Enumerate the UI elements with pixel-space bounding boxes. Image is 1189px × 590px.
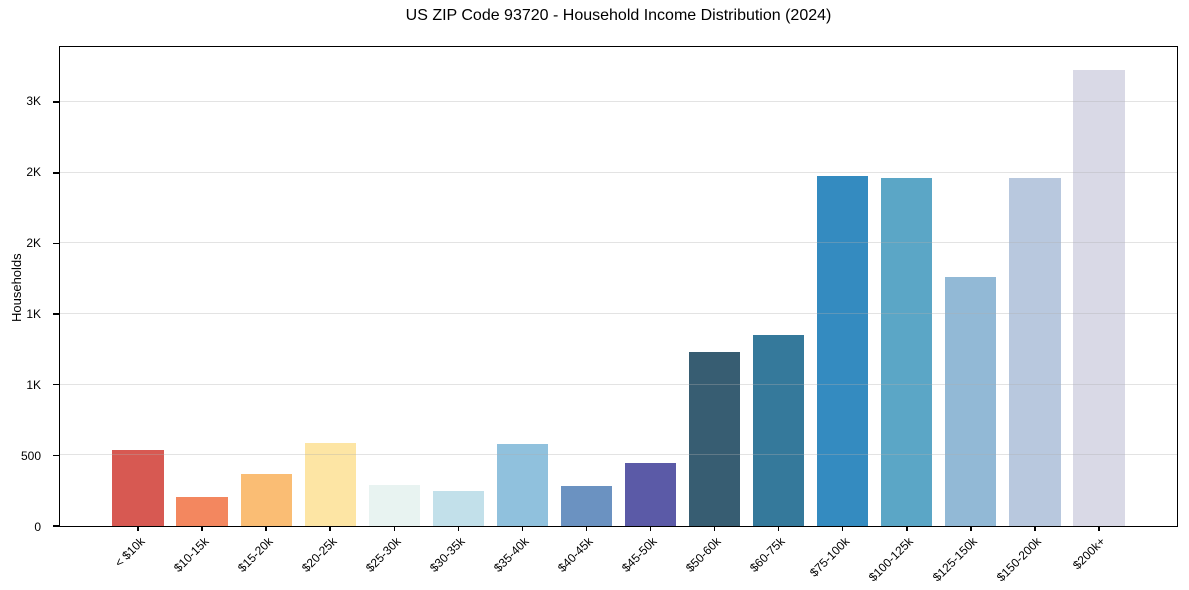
bar-slot: $75-100k bbox=[807, 47, 875, 580]
bar bbox=[945, 277, 997, 526]
bar bbox=[753, 334, 805, 526]
x-tick-label: $10-15k bbox=[170, 534, 212, 575]
x-tick-mark bbox=[137, 526, 139, 531]
bar-slot: $200k+ bbox=[1067, 47, 1131, 572]
x-tick-label: $25-30k bbox=[362, 534, 404, 575]
x-tick-mark bbox=[1034, 526, 1036, 531]
bar-slot: $100-125k bbox=[866, 47, 939, 584]
bar bbox=[240, 473, 292, 526]
x-tick-label: $50-60k bbox=[683, 534, 724, 575]
bar-slot: $25-30k bbox=[362, 47, 426, 575]
bar-slot: $50-60k bbox=[683, 47, 747, 575]
x-tick-label: $30-35k bbox=[426, 534, 468, 575]
bar-slot: $40-45k bbox=[554, 47, 618, 575]
bar bbox=[688, 352, 741, 526]
bar bbox=[496, 444, 549, 526]
y-tick-mark bbox=[52, 313, 59, 315]
x-tick-mark bbox=[457, 526, 460, 531]
bar-slot: $35-40k bbox=[490, 47, 554, 575]
bar-slot: $45-50k bbox=[619, 47, 683, 575]
y-tick-mark bbox=[52, 383, 59, 386]
bar-slot: $20-25k bbox=[298, 47, 362, 575]
x-tick-mark bbox=[521, 526, 524, 531]
x-tick-label: $35-40k bbox=[491, 534, 532, 575]
x-tick-mark bbox=[329, 526, 331, 531]
bar-slot: $10-15k bbox=[170, 47, 234, 575]
x-tick-mark bbox=[585, 526, 588, 531]
bar bbox=[304, 442, 356, 526]
y-tick-mark bbox=[52, 172, 59, 174]
bar-slot: $30-35k bbox=[426, 47, 490, 575]
bar bbox=[1073, 69, 1125, 526]
x-tick-label: $75-100k bbox=[806, 534, 852, 580]
y-tick-label: 2K bbox=[26, 165, 41, 180]
y-tick-mark bbox=[52, 454, 59, 457]
bar-slot: $150-200k bbox=[994, 47, 1067, 584]
x-tick-label: $100-125k bbox=[865, 534, 916, 585]
x-tick-label: $150-200k bbox=[994, 534, 1045, 585]
x-tick-label: $40-45k bbox=[555, 534, 596, 575]
x-tick-mark bbox=[393, 526, 396, 531]
bar-slot: < $10k bbox=[106, 47, 170, 570]
x-tick-label: $200k+ bbox=[1070, 534, 1109, 573]
x-tick-mark bbox=[841, 526, 844, 531]
plot-area: < $10k $10-15k $15-20k $20-25k $25-30k $30-35… bbox=[52, 46, 1178, 584]
x-tick-mark bbox=[649, 526, 652, 531]
x-tick-mark bbox=[906, 526, 908, 531]
bar bbox=[817, 175, 869, 526]
y-tick-label: 1K bbox=[26, 378, 41, 393]
bar bbox=[368, 485, 420, 526]
bar-slot: $15-20k bbox=[234, 47, 298, 575]
y-tick-mark bbox=[52, 242, 59, 245]
bar-slot: $60-75k bbox=[747, 47, 811, 575]
x-tick-label: $15-20k bbox=[234, 534, 276, 575]
bar-slot: $125-150k bbox=[930, 47, 1003, 584]
x-tick-mark bbox=[265, 526, 267, 531]
y-tick-mark bbox=[52, 101, 59, 103]
x-tick-label: $60-75k bbox=[747, 534, 788, 575]
y-tick-label: 1K bbox=[26, 307, 41, 322]
y-tick-mark bbox=[52, 525, 59, 527]
y-axis: 0 500 1K 1K 2K 2K 3K bbox=[0, 46, 50, 533]
x-tick-mark bbox=[1098, 526, 1100, 531]
bar bbox=[624, 463, 677, 526]
y-tick-label: 3K bbox=[26, 94, 41, 109]
x-tick-label: $45-50k bbox=[619, 534, 660, 575]
x-tick-mark bbox=[970, 526, 972, 531]
y-tick-label: 2K bbox=[26, 236, 41, 251]
bar bbox=[112, 450, 164, 526]
bar bbox=[432, 490, 484, 526]
bar bbox=[560, 486, 613, 526]
x-tick-label: $20-25k bbox=[298, 534, 340, 575]
bar bbox=[176, 497, 228, 526]
y-tick-label: 500 bbox=[20, 449, 41, 464]
bars-container: < $10k $10-15k $15-20k $20-25k $25-30k $30-35… bbox=[106, 47, 1131, 584]
chart-title: US ZIP Code 93720 - Household Income Dis… bbox=[405, 7, 832, 24]
x-tick-mark bbox=[777, 526, 780, 531]
x-tick-mark bbox=[201, 526, 203, 531]
bar bbox=[881, 177, 933, 526]
x-tick-label: < $10k bbox=[111, 534, 148, 570]
x-tick-label: $125-150k bbox=[930, 534, 981, 585]
y-tick-label: 0 bbox=[34, 520, 41, 534]
bar bbox=[1009, 178, 1061, 526]
x-tick-mark bbox=[713, 526, 716, 531]
